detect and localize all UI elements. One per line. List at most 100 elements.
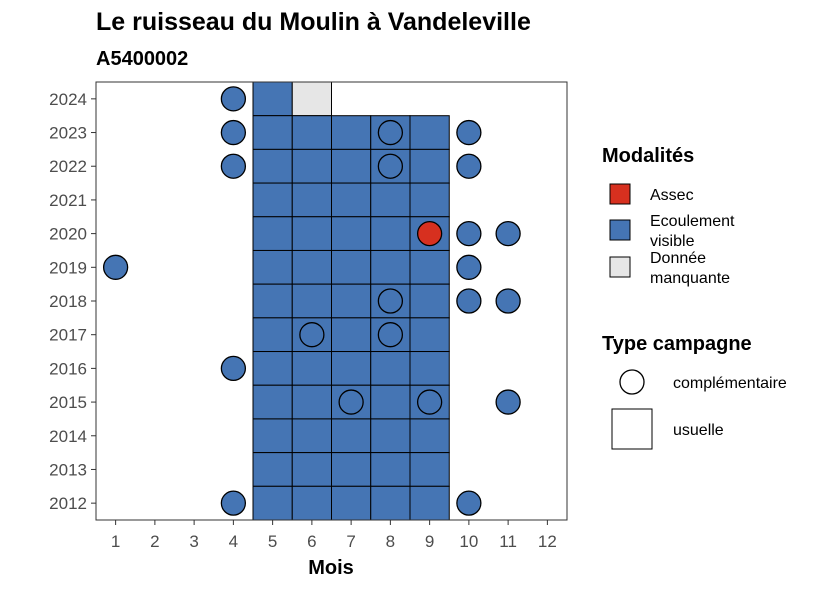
cell-2016-5 (252, 351, 293, 386)
point-2019-10 (456, 254, 482, 280)
point-2015-11 (495, 389, 521, 415)
cell-2013-8 (370, 452, 411, 487)
cell-2014-8 (370, 418, 411, 454)
y-tick-label-2024: 2024 (49, 90, 87, 109)
legend-label-complementaire: complémentaire (673, 375, 787, 392)
cell-2018-6 (291, 283, 332, 319)
cell-2017-7 (331, 317, 372, 353)
cell-2013-7 (331, 452, 372, 487)
cell-2015-6 (291, 384, 332, 420)
cell-2021-9 (409, 182, 450, 218)
point-2018-11 (495, 288, 521, 314)
x-tick-label-5: 5 (268, 532, 277, 551)
cell-2023-7 (331, 115, 372, 150)
cell-2017-9 (409, 317, 450, 353)
legend-label-manquante-1: manquante (650, 270, 730, 287)
cell-2021-7 (331, 182, 372, 218)
cell-2022-5 (252, 148, 293, 184)
cell-2016-9 (409, 351, 450, 386)
point-2018-8 (377, 288, 404, 314)
y-tick-label-2014: 2014 (49, 427, 87, 446)
x-tick-label-4: 4 (229, 532, 238, 551)
legend-label-assec-0: Assec (650, 187, 694, 204)
x-tick-label-10: 10 (459, 532, 478, 551)
cell-2021-6 (291, 182, 332, 218)
cell-2013-6 (291, 452, 332, 487)
y-tick-label-2019: 2019 (49, 258, 87, 277)
cell-2024-5 (252, 81, 293, 117)
x-tick-label-2: 2 (150, 532, 159, 551)
y-tick-label-2012: 2012 (49, 494, 87, 513)
y-tick-label-2023: 2023 (49, 124, 87, 143)
legend-key-assec (609, 183, 631, 205)
complementaire-points (102, 86, 521, 516)
usuelle-cells (252, 81, 450, 521)
cell-2020-6 (291, 216, 332, 251)
cell-2023-6 (291, 115, 332, 150)
cell-2019-8 (370, 249, 411, 285)
cell-2019-7 (331, 249, 372, 285)
y-tick-label-2015: 2015 (49, 393, 87, 412)
point-2020-9 (416, 220, 443, 247)
point-2015-7 (338, 389, 364, 415)
y-tick-label-2018: 2018 (49, 292, 87, 311)
x-tick-label-7: 7 (346, 532, 355, 551)
cell-2015-5 (252, 384, 293, 420)
cell-2018-9 (409, 283, 450, 319)
cell-2021-5 (252, 182, 293, 218)
legend-key-usuelle (611, 408, 653, 450)
cell-2021-8 (370, 182, 411, 218)
y-tick-label-2021: 2021 (49, 191, 87, 210)
y-tick-label-2020: 2020 (49, 225, 87, 244)
point-2023-10 (456, 119, 482, 146)
cell-2014-6 (291, 418, 332, 454)
point-2023-8 (377, 119, 404, 146)
x-axis-title: Mois (308, 557, 354, 579)
cell-2016-7 (331, 351, 372, 386)
legend-key-ecoulement (609, 219, 631, 241)
cell-2014-5 (252, 418, 293, 454)
point-2012-4 (220, 490, 247, 516)
cell-2012-8 (370, 485, 411, 521)
cell-2012-6 (291, 485, 332, 521)
cell-2018-5 (252, 283, 293, 319)
point-2016-4 (220, 355, 247, 382)
point-2024-4 (220, 86, 247, 112)
legend-modalites-title: Modalités (602, 145, 694, 167)
chart-subtitle: A5400002 (96, 48, 188, 70)
cell-2014-9 (409, 418, 450, 454)
cell-2020-8 (370, 216, 411, 251)
cell-2016-8 (370, 351, 411, 386)
legend-key-manquante (609, 256, 631, 278)
x-tick-label-8: 8 (386, 532, 395, 551)
cell-2022-7 (331, 148, 372, 184)
cell-2013-5 (252, 452, 293, 487)
cell-2024-6 (291, 81, 332, 117)
legend-label-manquante-0: Donnée (650, 250, 706, 267)
cell-2013-9 (409, 452, 450, 487)
x-axis: 1 2 3 4 5 6 7 8 9 10 11 12 (111, 520, 557, 551)
y-tick-label-2017: 2017 (49, 326, 87, 345)
cell-2020-7 (331, 216, 372, 251)
legend-label-ecoulement-0: Ecoulement (650, 213, 735, 230)
cell-2012-7 (331, 485, 372, 521)
cell-2015-8 (370, 384, 411, 420)
point-2012-10 (456, 490, 482, 516)
cell-2014-7 (331, 418, 372, 454)
x-tick-label-3: 3 (189, 532, 198, 551)
point-2022-8 (377, 153, 404, 179)
y-axis: 2012 2013 2014 2015 2016 2017 2018 2019 2020 2021… (49, 90, 96, 513)
point-2017-6 (299, 322, 325, 348)
cell-2012-5 (252, 485, 293, 521)
legend-label-ecoulement-1: visible (650, 233, 695, 250)
cell-2020-5 (252, 216, 293, 251)
point-2020-11 (495, 220, 521, 247)
cell-2023-5 (252, 115, 293, 150)
y-tick-label-2016: 2016 (49, 359, 87, 378)
point-2017-8 (377, 322, 404, 348)
cell-2019-6 (291, 249, 332, 285)
legend-campagne-title: Type campagne (602, 333, 752, 355)
point-2019-1 (102, 254, 129, 280)
chart-title: Le ruisseau du Moulin à Vandeleville (96, 8, 531, 36)
